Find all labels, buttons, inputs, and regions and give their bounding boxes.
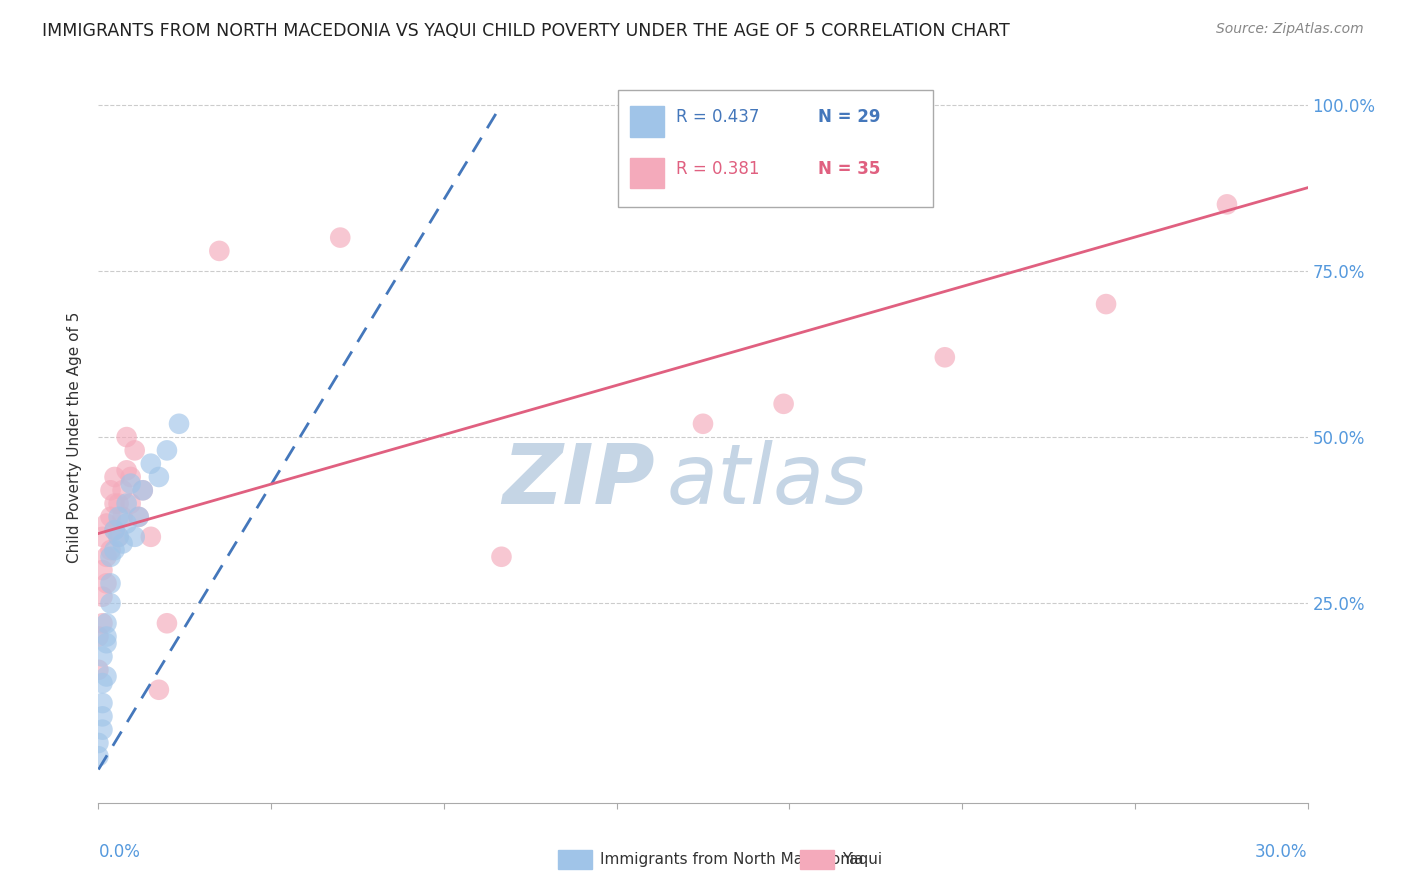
Point [132, 483, 155, 498]
Point [87, 736, 110, 750]
Bar [630, 158, 664, 188]
Point [91, 709, 114, 723]
Text: atlas: atlas [666, 441, 869, 522]
Point [100, 549, 122, 564]
Point [91, 563, 114, 577]
Point [107, 530, 129, 544]
Point [208, 244, 231, 258]
Point [87, 749, 110, 764]
Text: Source: ZipAtlas.com: Source: ZipAtlas.com [1216, 22, 1364, 37]
Point [103, 497, 125, 511]
Point [107, 497, 129, 511]
Point [96, 669, 118, 683]
Point [124, 530, 146, 544]
Point [96, 516, 118, 531]
Point [148, 470, 170, 484]
Point [111, 509, 134, 524]
Point [91, 696, 114, 710]
Text: R = 0.381: R = 0.381 [676, 160, 759, 178]
Point [107, 530, 129, 544]
Point [692, 417, 714, 431]
Point [96, 616, 118, 631]
Point [111, 483, 134, 498]
Point [100, 543, 122, 558]
Point [491, 549, 513, 564]
Bar [558, 850, 592, 869]
Point [128, 509, 150, 524]
Point [1216, 197, 1239, 211]
Point [100, 596, 122, 610]
Text: 0.0%: 0.0% [98, 843, 141, 861]
Point [156, 443, 179, 458]
Text: ZIP: ZIP [502, 441, 655, 522]
Text: Yaqui: Yaqui [842, 853, 882, 867]
Point [132, 483, 155, 498]
Point [329, 230, 352, 244]
Point [115, 497, 138, 511]
Point [103, 523, 125, 537]
Bar [630, 106, 664, 137]
Point [128, 509, 150, 524]
Text: N = 29: N = 29 [818, 109, 880, 127]
Point [156, 616, 179, 631]
Point [103, 543, 125, 558]
Point [103, 523, 125, 537]
Point [115, 463, 138, 477]
Point [111, 536, 134, 550]
Point [96, 576, 118, 591]
Point [96, 636, 118, 650]
Point [167, 417, 190, 431]
Point [91, 649, 114, 664]
Point [91, 616, 114, 631]
Text: IMMIGRANTS FROM NORTH MACEDONIA VS YAQUI CHILD POVERTY UNDER THE AGE OF 5 CORREL: IMMIGRANTS FROM NORTH MACEDONIA VS YAQUI… [42, 22, 1010, 40]
Point [115, 430, 138, 444]
Point [120, 470, 142, 484]
Point [91, 723, 114, 737]
Point [1095, 297, 1118, 311]
Point [107, 509, 129, 524]
Point [91, 590, 114, 604]
Point [100, 576, 122, 591]
Point [91, 530, 114, 544]
Point [139, 457, 162, 471]
Point [124, 443, 146, 458]
FancyBboxPatch shape [619, 90, 932, 207]
Point [96, 549, 118, 564]
Point [100, 483, 122, 498]
Text: N = 35: N = 35 [818, 160, 880, 178]
Point [120, 476, 142, 491]
Text: 30.0%: 30.0% [1256, 843, 1308, 861]
Point [148, 682, 170, 697]
Text: R = 0.437: R = 0.437 [676, 109, 759, 127]
Point [103, 470, 125, 484]
Point [87, 630, 110, 644]
Bar [800, 850, 834, 869]
Point [87, 663, 110, 677]
Point [120, 497, 142, 511]
Point [96, 630, 118, 644]
Y-axis label: Child Poverty Under the Age of 5: Child Poverty Under the Age of 5 [67, 311, 83, 563]
Point [115, 516, 138, 531]
Point [772, 397, 794, 411]
Text: Immigrants from North Macedonia: Immigrants from North Macedonia [600, 853, 863, 867]
Point [934, 351, 956, 365]
Point [91, 676, 114, 690]
Point [139, 530, 162, 544]
Point [100, 509, 122, 524]
